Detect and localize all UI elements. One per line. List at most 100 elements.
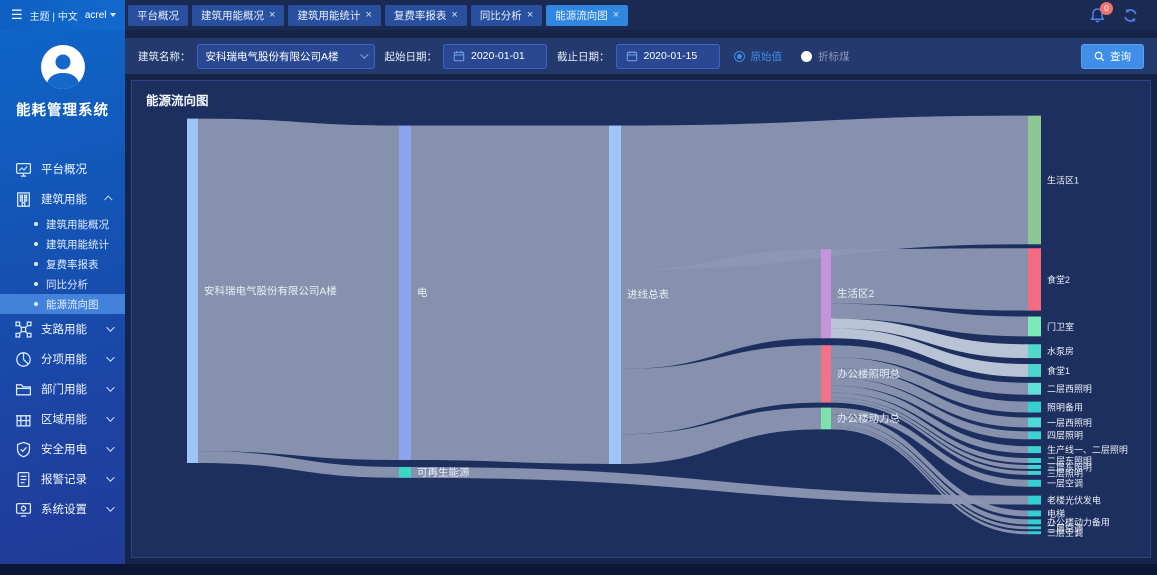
sankey-link-生活区2-食堂2[interactable]	[831, 248, 1028, 311]
hamburger-menu-icon[interactable]: ☰	[11, 7, 23, 22]
sankey-node-水泵房[interactable]	[1028, 344, 1041, 359]
sankey-node-办公楼动力总[interactable]	[821, 407, 831, 430]
chevron-down-icon	[106, 473, 115, 482]
sankey-link-办公楼照明总-三层东照明[interactable]	[831, 397, 1028, 469]
sankey-node-老楼光伏发电[interactable]	[1028, 495, 1041, 505]
sankey-link-生活区2-门卫室[interactable]	[831, 303, 1028, 337]
sankey-node-电梯[interactable]	[1028, 510, 1041, 517]
sankey-node-二层空调[interactable]	[1028, 526, 1041, 530]
sankey-link-进线总表-办公楼照明总[interactable]	[621, 345, 821, 435]
sankey-link-生活区2-水泵房[interactable]	[831, 318, 1028, 359]
sankey-link-办公楼照明总-一层西照明[interactable]	[831, 367, 1028, 428]
sankey-node-label: 食堂2	[1047, 274, 1070, 285]
sankey-node-办公楼动力备用[interactable]	[1028, 519, 1041, 525]
sankey-node-办公楼照明总[interactable]	[821, 345, 831, 403]
tab-close-icon[interactable]: ×	[526, 8, 534, 21]
sankey-node-进线总表[interactable]	[609, 125, 621, 464]
sankey-link-办公楼动力总-电梯[interactable]	[831, 414, 1028, 517]
radio-原始值[interactable]: 原始值	[733, 49, 782, 64]
user-menu[interactable]: acrel	[85, 10, 116, 21]
tab-能源流向图[interactable]: 能源流向图 ×	[546, 4, 629, 26]
sankey-link-办公楼照明总-三层照明[interactable]	[831, 400, 1028, 475]
sidebar-item-系统设置[interactable]: 系统设置	[0, 494, 125, 524]
sidebar-subitem-同比分析[interactable]: 同比分析	[0, 274, 125, 294]
sidebar-item-支路用能[interactable]: 支路用能	[0, 314, 125, 344]
sankey-link-安科瑞电气股份有限公司A楼-电[interactable]	[198, 118, 399, 461]
tab-同比分析[interactable]: 同比分析 ×	[470, 4, 543, 26]
sidebar-subitem-建筑用能统计[interactable]: 建筑用能统计	[0, 234, 125, 254]
tab-close-icon[interactable]: ×	[365, 8, 372, 21]
tab-复费率报表[interactable]: 复费率报表 ×	[384, 4, 467, 26]
building-select[interactable]: 安科瑞电气股份有限公司A楼	[196, 43, 375, 69]
tab-label: 复费率报表	[393, 9, 447, 22]
sankey-link-生活区2-食堂1[interactable]	[831, 328, 1028, 377]
sidebar-subitem-建筑用能概况[interactable]: 建筑用能概况	[0, 214, 125, 234]
sankey-node-生产线一、二层照明[interactable]	[1028, 446, 1041, 454]
sankey-node-label: 二层西照明	[1047, 384, 1092, 394]
sankey-node-生活区2[interactable]	[821, 249, 831, 339]
sankey-node-生活区1[interactable]	[1028, 115, 1041, 245]
tab-close-icon[interactable]: ×	[451, 8, 458, 21]
sankey-node-二层东照明[interactable]	[1028, 458, 1041, 463]
sankey-node-食堂2[interactable]	[1028, 248, 1041, 311]
sidebar-item-label: 建筑用能	[41, 194, 87, 206]
sankey-link-进线总表-生活区2[interactable]	[621, 249, 821, 369]
sankey-link-办公楼照明总-生产线一、二层照明[interactable]	[831, 385, 1028, 454]
radio-label: 折标煤	[818, 50, 850, 63]
sankey-link-办公楼动力总-一层空调[interactable]	[831, 407, 1028, 487]
sankey-node-电[interactable]	[399, 125, 411, 461]
refresh-button[interactable]	[1122, 7, 1139, 24]
sankey-link-办公楼动力总-二层空调[interactable]	[831, 425, 1028, 530]
sidebar-item-平台概况[interactable]: 平台概况	[0, 154, 125, 184]
sankey-node-安科瑞电气股份有限公司A楼[interactable]	[187, 118, 198, 463]
sidebar-item-报警记录[interactable]: 报警记录	[0, 464, 125, 494]
chevron-down-icon	[109, 13, 116, 17]
sankey-node-一层西照明[interactable]	[1028, 417, 1041, 428]
sankey-node-照明备用[interactable]	[1028, 401, 1041, 413]
sankey-link-办公楼动力总-办公楼动力备用[interactable]	[831, 420, 1028, 525]
sidebar-item-安全用电[interactable]: 安全用电	[0, 434, 125, 464]
sankey-node-三层东照明[interactable]	[1028, 464, 1041, 469]
sankey-node-门卫室[interactable]	[1028, 316, 1041, 337]
sankey-link-办公楼照明总-四层照明[interactable]	[831, 377, 1028, 440]
tab-close-icon[interactable]: ×	[269, 8, 276, 21]
sankey-node-一层空调[interactable]	[1028, 479, 1041, 487]
tab-close-icon[interactable]: ×	[612, 8, 620, 21]
end-date-input[interactable]: 2020-01-15	[615, 43, 720, 69]
sankey-node-食堂1[interactable]	[1028, 364, 1041, 377]
sankey-node-三层空调[interactable]	[1028, 531, 1041, 535]
sankey-node-label: 三层东照明	[1047, 461, 1092, 472]
tab-建筑用能统计[interactable]: 建筑用能统计 ×	[288, 4, 381, 26]
sankey-link-进线总表-生活区1[interactable]	[621, 115, 1028, 271]
sidebar-subitem-复费率报表[interactable]: 复费率报表	[0, 254, 125, 274]
sankey-link-办公楼动力总-三层空调[interactable]	[831, 427, 1028, 535]
tab-平台概况[interactable]: 平台概况	[128, 4, 188, 26]
sankey-node-可再生能源[interactable]	[399, 466, 411, 478]
sankey-link-办公楼照明总-二层东照明[interactable]	[831, 392, 1028, 463]
sankey-node-三层照明[interactable]	[1028, 470, 1041, 475]
sidebar-subitem-label: 建筑用能概况	[46, 218, 109, 231]
theme-language-switch[interactable]: 主题 | 中文	[29, 11, 78, 23]
notification-bell-button[interactable]: 0	[1089, 1, 1113, 24]
sankey-link-办公楼照明总-照明备用[interactable]	[831, 357, 1028, 413]
tab-建筑用能概况[interactable]: 建筑用能概况 ×	[192, 4, 285, 26]
sankey-link-安科瑞电气股份有限公司A楼-可再生能源[interactable]	[198, 451, 399, 478]
sidebar-item-label: 安全用电	[41, 444, 87, 456]
sankey-node-四层照明[interactable]	[1028, 431, 1041, 440]
sankey-node-label: 生活区2	[837, 287, 875, 300]
sidebar-item-部门用能[interactable]: 部门用能	[0, 374, 125, 404]
sidebar-subitem-能源流向图[interactable]: 能源流向图	[0, 294, 125, 314]
sankey-link-可再生能源-老楼光伏发电[interactable]	[411, 466, 1028, 505]
sidebar-item-分项用能[interactable]: 分项用能	[0, 344, 125, 374]
sankey-node-二层西照明[interactable]	[1028, 382, 1041, 395]
sankey-node-label: 办公楼动力总	[837, 412, 900, 425]
sankey-link-办公楼照明总-二层西照明[interactable]	[831, 345, 1028, 395]
sankey-link-电-进线总表[interactable]	[411, 125, 609, 464]
query-button[interactable]: 查询	[1081, 43, 1144, 69]
sankey-link-进线总表-办公楼动力总[interactable]	[621, 407, 821, 464]
sidebar-item-建筑用能[interactable]: 建筑用能	[0, 184, 125, 214]
radio-折标煤[interactable]: 折标煤	[801, 49, 850, 64]
sidebar-item-区域用能[interactable]: 区域用能	[0, 404, 125, 434]
start-date-input[interactable]: 2020-01-01	[443, 43, 547, 69]
